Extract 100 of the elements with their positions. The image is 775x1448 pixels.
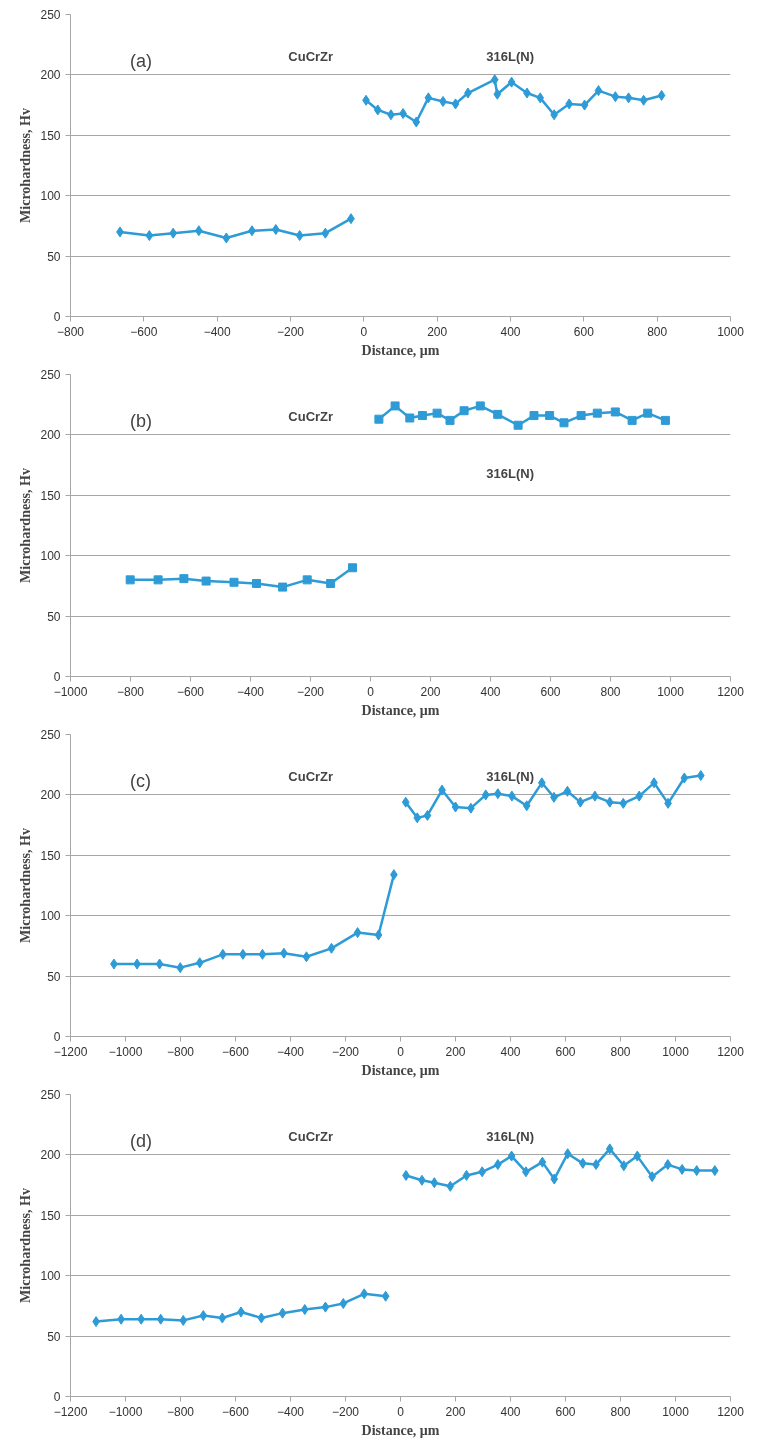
point <box>536 92 545 104</box>
point <box>538 1156 547 1168</box>
point <box>545 411 555 421</box>
x-tick-label: −800 <box>166 1044 195 1059</box>
x-tick-label: 200 <box>445 1044 466 1059</box>
point <box>611 91 620 103</box>
x-tick-label: 1000 <box>657 684 685 699</box>
x-tick-label: −1000 <box>108 1044 143 1059</box>
y-tick-label: 250 <box>40 8 61 22</box>
annotation: CuCrZr <box>288 1129 334 1144</box>
annotation: (b) <box>129 410 152 431</box>
x-tick-label: −200 <box>276 324 305 339</box>
x-tick-label: 1200 <box>717 1404 745 1419</box>
point <box>610 407 620 417</box>
point <box>605 1143 614 1155</box>
x-tick-label: 400 <box>500 324 521 339</box>
point <box>594 85 603 97</box>
point <box>710 1165 719 1177</box>
y-tick-label: 150 <box>40 128 61 143</box>
y-tick-label: 0 <box>53 310 61 324</box>
point <box>176 962 185 974</box>
x-tick-label: 400 <box>500 1044 521 1059</box>
x-tick-label: −1000 <box>108 1404 143 1419</box>
x-tick-label: 600 <box>540 684 561 699</box>
point <box>278 582 288 592</box>
point <box>680 772 689 784</box>
y-tick-label: 0 <box>53 1390 61 1404</box>
y-tick-label: 150 <box>40 488 61 503</box>
point <box>430 1177 439 1189</box>
point <box>619 1160 628 1172</box>
point <box>339 1297 348 1309</box>
y-axis-title: Microhardness, Hv <box>18 1188 34 1303</box>
x-tick-label: 400 <box>500 1404 521 1419</box>
x-tick-label: 600 <box>555 1404 576 1419</box>
point <box>348 563 357 573</box>
x-axis-title: Distance, μm <box>361 1422 440 1438</box>
x-tick-label: −600 <box>176 684 205 699</box>
point <box>559 418 569 428</box>
annotation: 316L(N) <box>486 769 534 784</box>
point <box>321 1301 330 1313</box>
point <box>696 770 705 782</box>
point <box>507 1150 516 1162</box>
point <box>576 411 586 421</box>
x-tick-label: −800 <box>166 1404 195 1419</box>
point <box>155 958 164 970</box>
y-tick-label: 50 <box>47 969 61 984</box>
x-tick-label: 200 <box>420 684 441 699</box>
x-tick-label: −600 <box>221 1404 250 1419</box>
point <box>633 1150 642 1162</box>
x-tick-label: 1000 <box>662 1044 690 1059</box>
x-tick-label: 0 <box>397 1044 405 1059</box>
annotation: 316L(N) <box>486 49 534 64</box>
x-tick-label: −200 <box>296 684 325 699</box>
point <box>179 574 189 584</box>
y-tick-label: 200 <box>40 1148 61 1163</box>
point <box>373 104 382 116</box>
x-tick-label: −800 <box>56 324 85 339</box>
point <box>563 1148 572 1160</box>
point <box>252 578 261 588</box>
x-tick-label: 1000 <box>717 324 745 339</box>
y-axis-title: Microhardness, Hv <box>18 828 34 943</box>
x-tick-label: 200 <box>427 324 448 339</box>
annotation: (a) <box>129 50 152 71</box>
point <box>218 1312 227 1324</box>
x-tick-label: 200 <box>445 1404 466 1419</box>
point <box>627 415 637 425</box>
x-tick-label: 0 <box>397 1404 405 1419</box>
y-tick-label: 100 <box>40 549 61 564</box>
x-tick-label: 800 <box>610 1404 631 1419</box>
point <box>401 796 410 808</box>
y-tick-label: 250 <box>40 368 61 382</box>
y-tick-label: 250 <box>40 1088 61 1102</box>
x-tick-label: −400 <box>203 324 232 339</box>
point <box>605 796 614 808</box>
x-tick-label: 1200 <box>717 684 745 699</box>
point <box>278 1307 287 1319</box>
y-tick-label: 200 <box>40 428 61 443</box>
point <box>229 577 239 587</box>
x-axis-title: Distance, μm <box>361 1062 440 1078</box>
x-tick-label: 800 <box>647 324 668 339</box>
y-tick-label: 100 <box>40 909 61 924</box>
point <box>493 409 503 419</box>
point <box>493 88 502 100</box>
point <box>145 230 154 242</box>
point <box>257 1312 266 1324</box>
point <box>635 790 644 802</box>
y-tick-label: 150 <box>40 848 61 863</box>
x-tick-label: 600 <box>573 324 595 339</box>
point <box>576 796 585 808</box>
y-axis-title: Microhardness, Hv <box>18 108 34 223</box>
x-tick-label: −400 <box>236 684 265 699</box>
point <box>529 411 539 421</box>
x-tick-label: 0 <box>367 684 375 699</box>
x-tick-label: 800 <box>600 684 621 699</box>
point <box>445 415 455 425</box>
point <box>258 948 267 960</box>
x-tick-label: −200 <box>331 1044 360 1059</box>
x-tick-label: −200 <box>331 1404 360 1419</box>
y-tick-label: 50 <box>47 1329 61 1344</box>
y-axis-title: Microhardness, Hv <box>18 468 34 583</box>
